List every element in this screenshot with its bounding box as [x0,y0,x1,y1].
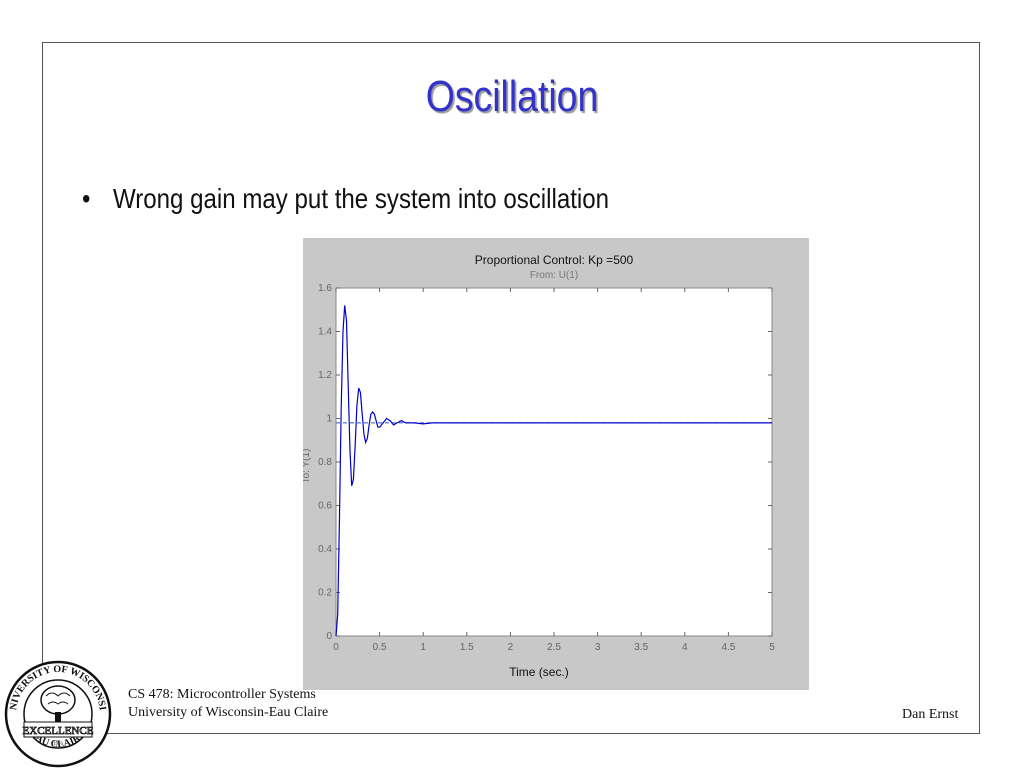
plot-figure: Proportional Control: Kp =500 From: U(1)… [303,238,809,690]
response-chart: Proportional Control: Kp =500 From: U(1)… [303,253,775,679]
x-tick-label: 1.5 [460,642,474,653]
bullet-symbol: • [82,183,91,214]
footer-course: CS 478: Microcontroller Systems [128,687,316,702]
x-tick-label: 1 [420,642,426,653]
y-tick-label: 0.4 [318,544,332,555]
footer-university: University of Wisconsin-Eau Claire [128,705,329,720]
y-tick-label: 1.6 [318,283,332,294]
x-tick-label: 5 [769,642,775,653]
y-tick-label: 1.2 [318,370,332,381]
series-line [335,305,772,637]
x-axis-label: Time (sec.) [509,665,569,679]
slide-title: Oscillation [425,72,599,121]
footer-divider [120,733,980,734]
y-tick-label: 0.8 [318,457,332,468]
chart-title: Proportional Control: Kp =500 [475,253,634,267]
footer-author: Dan Ernst [902,707,959,722]
y-tick-label: 0.2 [318,588,332,599]
plot-area [335,287,773,637]
tree-icon [40,685,76,722]
x-tick-label: 3.5 [634,642,648,653]
x-tick-label: 2 [508,642,514,653]
y-tick-label: 1 [326,414,332,425]
x-tick-label: 0.5 [373,642,387,653]
bullet-text: Wrong gain may put the system into oscil… [112,183,610,214]
x-tick-label: 3 [595,642,601,653]
x-tick-label: 4.5 [721,642,735,653]
y-axis-label: To: Y(1) [303,449,312,484]
y-tick-label: 0 [326,631,332,642]
x-tick-label: 4 [682,642,688,653]
x-tick-label: 0 [333,642,339,653]
seal-year: 1916 [53,742,64,747]
bullet-item: • Wrong gain may put the system into osci… [82,183,609,215]
footer-left: CS 478: Microcontroller Systems Universi… [128,686,328,722]
x-tick-label: 2.5 [547,642,561,653]
chart-subtitle: From: U(1) [530,270,578,281]
y-tick-label: 0.6 [318,501,332,512]
seal-center-text: EXCELLENCE [23,725,94,737]
y-tick-label: 1.4 [318,327,332,338]
